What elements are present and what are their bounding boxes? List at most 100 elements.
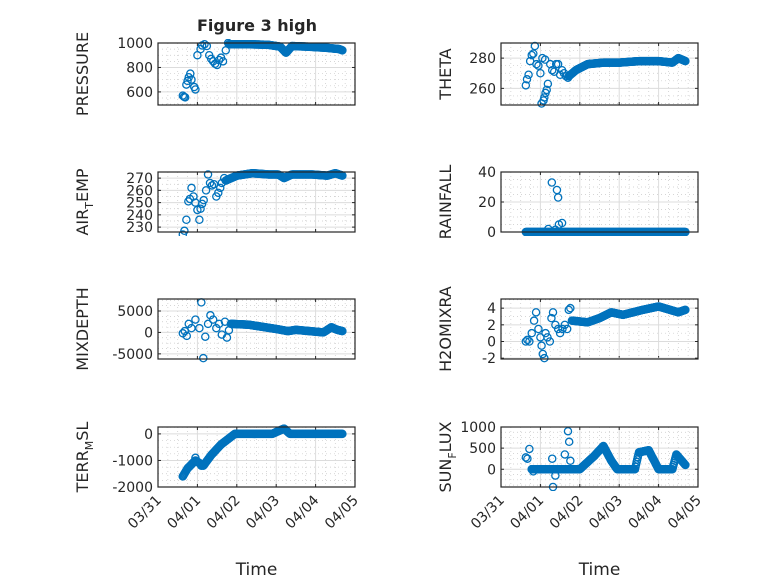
data-point bbox=[183, 76, 192, 86]
y-tick-label: 600 bbox=[126, 85, 153, 101]
data-point bbox=[523, 454, 532, 463]
data-point bbox=[182, 80, 191, 89]
data-point bbox=[203, 170, 213, 179]
data-point bbox=[542, 85, 551, 95]
axes-theta: 260 280 THETA bbox=[436, 41, 699, 108]
data-point bbox=[180, 93, 190, 102]
data-point bbox=[534, 61, 543, 70]
label-rest: SL bbox=[73, 422, 92, 441]
data-point bbox=[540, 93, 549, 102]
data-point bbox=[537, 341, 546, 350]
data-point bbox=[212, 323, 221, 333]
data-point bbox=[338, 429, 347, 439]
data-point bbox=[540, 353, 549, 363]
data-point bbox=[191, 453, 200, 463]
label-subscript: T bbox=[83, 202, 96, 210]
data-point bbox=[541, 328, 550, 338]
y-axis-label: H2OMIXRA bbox=[436, 286, 455, 372]
data-point bbox=[551, 471, 560, 480]
data-point bbox=[521, 81, 531, 90]
data-point bbox=[178, 91, 188, 100]
y-axis-label: THETA bbox=[436, 48, 455, 100]
data-point bbox=[219, 173, 229, 183]
y-tick-label: 0 bbox=[144, 325, 153, 341]
data-point bbox=[338, 46, 347, 55]
y-axis-label: PRESSURE bbox=[73, 32, 92, 116]
y-tick-label: 800 bbox=[126, 60, 153, 76]
label-subscript: M bbox=[83, 441, 96, 451]
data-point bbox=[187, 323, 196, 333]
data-point bbox=[560, 450, 570, 459]
data-point bbox=[521, 337, 531, 346]
y-tick-label: 230 bbox=[126, 220, 153, 236]
data-point bbox=[561, 72, 571, 81]
data-point bbox=[534, 324, 543, 334]
data-point bbox=[214, 55, 224, 65]
y-tick-label: 2 bbox=[487, 318, 496, 334]
data-point bbox=[527, 465, 536, 474]
data-point bbox=[551, 320, 560, 330]
label-main: MIXDEPTH bbox=[73, 287, 92, 370]
data-point bbox=[209, 179, 219, 189]
label-main: SUN bbox=[436, 459, 455, 493]
data-point bbox=[521, 453, 531, 462]
data-point bbox=[201, 186, 211, 195]
data-point bbox=[212, 60, 222, 70]
data-point bbox=[527, 328, 536, 338]
data-point bbox=[547, 65, 557, 75]
data-point bbox=[207, 181, 217, 190]
plot-area bbox=[501, 427, 698, 487]
label-main: RAINFALL bbox=[436, 165, 455, 240]
data-point bbox=[178, 472, 188, 481]
y-tick-label: -2000 bbox=[112, 480, 153, 496]
x-tick-label: 04/04 bbox=[626, 492, 666, 532]
y-tick-label: 280 bbox=[469, 51, 496, 67]
data-point bbox=[187, 75, 196, 84]
data-point bbox=[529, 49, 538, 58]
y-tick-label: 40 bbox=[478, 165, 496, 181]
label-main: H2OMIXRA bbox=[436, 286, 455, 372]
y-tick-label: 250 bbox=[126, 196, 153, 212]
data-point bbox=[529, 467, 538, 476]
data-point bbox=[563, 73, 573, 83]
x-tick-label: 04/01 bbox=[507, 493, 547, 533]
data-point bbox=[525, 337, 534, 346]
y-axis-label: TERRMSL bbox=[73, 422, 96, 494]
data-point bbox=[220, 317, 230, 326]
data-point bbox=[187, 183, 196, 193]
data-point bbox=[557, 218, 567, 228]
data-point bbox=[547, 313, 556, 323]
data-point bbox=[182, 331, 192, 341]
axes-pressure: 600 800 1000 PRESSURE bbox=[73, 32, 356, 116]
data-point bbox=[553, 193, 563, 202]
y-tick-label: 260 bbox=[126, 183, 153, 199]
data-point bbox=[681, 460, 690, 470]
data-point bbox=[558, 324, 567, 334]
data-point bbox=[525, 444, 534, 454]
axes-mixdepth: -5000 0 5000 MIXDEPTH bbox=[73, 287, 356, 371]
y-axis-label: AIRTEMP bbox=[73, 168, 96, 235]
data-point bbox=[564, 437, 574, 447]
axes-box bbox=[157, 426, 356, 488]
data-point bbox=[218, 57, 228, 66]
y-axis-label: RAINFALL bbox=[436, 165, 455, 240]
data-point bbox=[201, 332, 210, 341]
x-tick-label: 04/05 bbox=[665, 493, 705, 533]
axes-box bbox=[157, 298, 356, 360]
data-point bbox=[191, 315, 200, 324]
data-point bbox=[224, 326, 234, 335]
data-point bbox=[563, 426, 573, 436]
data-point bbox=[522, 75, 532, 84]
x-tick-label: 04/03 bbox=[586, 493, 626, 533]
y-tick-label: 240 bbox=[126, 208, 153, 224]
data-point bbox=[555, 328, 565, 338]
data-point bbox=[195, 323, 204, 333]
figure-title: Figure 3 high bbox=[197, 16, 317, 35]
label-rest: LUX bbox=[436, 421, 455, 452]
data-point bbox=[524, 70, 533, 80]
data-point bbox=[214, 188, 223, 198]
axes-box bbox=[157, 42, 356, 106]
data-point bbox=[216, 183, 225, 193]
